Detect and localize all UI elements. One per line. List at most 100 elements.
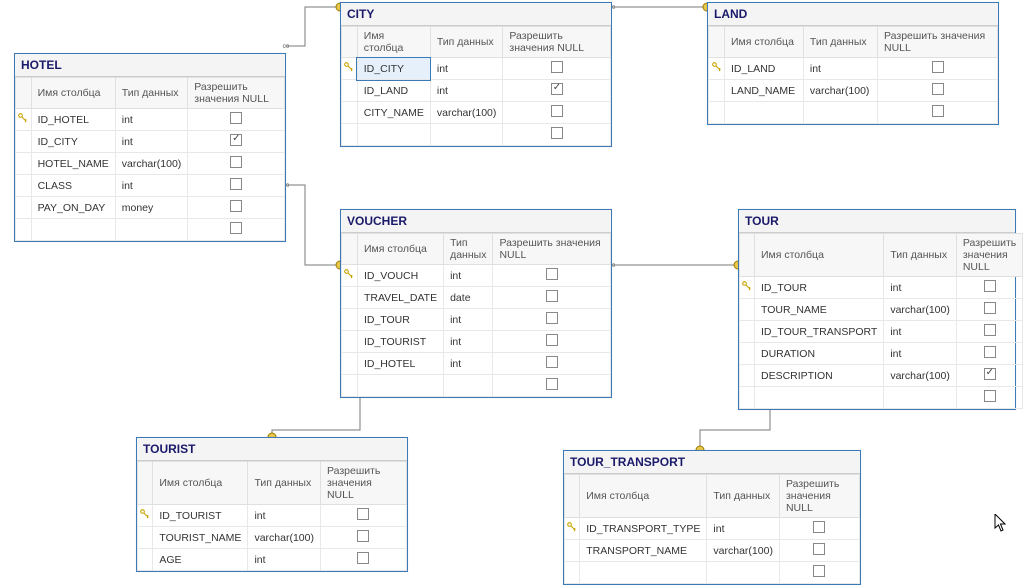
column-row[interactable]: TRANSPORT_NAMEvarchar(100)	[565, 540, 860, 562]
table-voucher[interactable]: VOUCHER Имя столбцаТип данныхРазрешить з…	[340, 209, 612, 398]
cell-datatype[interactable]	[430, 124, 503, 146]
table-tourist[interactable]: TOURIST Имя столбцаТип данныхРазрешить з…	[136, 437, 408, 572]
cell-datatype[interactable]: int	[248, 505, 321, 527]
cell-colname[interactable]: ID_TOUR_TRANSPORT	[755, 321, 884, 343]
cell-colname[interactable]: ID_TRANSPORT_TYPE	[580, 518, 707, 540]
cell-colname[interactable]: ID_CITY	[31, 131, 115, 153]
cell-datatype[interactable]: int	[444, 331, 493, 353]
cell-allownull[interactable]	[188, 219, 285, 241]
allow-null-checkbox[interactable]	[984, 280, 996, 292]
allow-null-checkbox[interactable]	[546, 268, 558, 280]
cell-allownull[interactable]	[956, 343, 1022, 365]
column-row[interactable]: ID_LANDint	[709, 58, 998, 80]
allow-null-checkbox[interactable]	[932, 83, 944, 95]
cell-colname[interactable]: ID_TOURIST	[153, 505, 248, 527]
cell-colname[interactable]: TOURIST_NAME	[153, 527, 248, 549]
allow-null-checkbox[interactable]	[357, 508, 369, 520]
cell-colname[interactable]	[357, 375, 443, 397]
cell-allownull[interactable]	[188, 175, 285, 197]
column-row[interactable]: ID_TOURint	[342, 309, 611, 331]
column-row[interactable]	[740, 387, 1023, 409]
allow-null-checkbox[interactable]	[551, 105, 563, 117]
cell-allownull[interactable]	[188, 109, 285, 131]
column-row[interactable]: ID_HOTELint	[16, 109, 285, 131]
cell-allownull[interactable]	[493, 375, 611, 397]
cell-datatype[interactable]: int	[115, 109, 188, 131]
cell-datatype[interactable]: varchar(100)	[884, 299, 957, 321]
allow-null-checkbox[interactable]	[546, 378, 558, 390]
allow-null-checkbox[interactable]	[546, 290, 558, 302]
column-row[interactable]: PAY_ON_DAYmoney	[16, 197, 285, 219]
cell-colname[interactable]: ID_TOUR	[755, 277, 884, 299]
cell-datatype[interactable]	[115, 219, 188, 241]
cell-datatype[interactable]: int	[444, 309, 493, 331]
cell-datatype[interactable]: int	[884, 277, 957, 299]
column-row[interactable]: ID_TOUR_TRANSPORTint	[740, 321, 1023, 343]
column-row[interactable]: ID_TRANSPORT_TYPEint	[565, 518, 860, 540]
allow-null-checkbox[interactable]	[813, 543, 825, 555]
cell-colname[interactable]	[725, 102, 804, 124]
cell-datatype[interactable]: int	[444, 353, 493, 375]
allow-null-checkbox[interactable]	[984, 346, 996, 358]
cell-allownull[interactable]	[188, 153, 285, 175]
cell-datatype[interactable]	[803, 102, 877, 124]
column-row[interactable]: ID_CITYint	[342, 58, 611, 80]
allow-null-checkbox[interactable]	[230, 178, 242, 190]
column-row[interactable]: ID_TOURISTint	[342, 331, 611, 353]
column-row[interactable]: ID_TOURint	[740, 277, 1023, 299]
cell-datatype[interactable]: varchar(100)	[115, 153, 188, 175]
cell-colname[interactable]: DESCRIPTION	[755, 365, 884, 387]
cell-colname[interactable]: LAND_NAME	[725, 80, 804, 102]
cell-allownull[interactable]	[878, 58, 998, 80]
cell-allownull[interactable]	[493, 331, 611, 353]
allow-null-checkbox[interactable]	[984, 368, 996, 380]
column-row[interactable]: ID_LANDint	[342, 80, 611, 102]
allow-null-checkbox[interactable]	[230, 200, 242, 212]
cell-datatype[interactable]: varchar(100)	[707, 540, 780, 562]
allow-null-checkbox[interactable]	[551, 127, 563, 139]
column-row[interactable]: TRAVEL_DATEdate	[342, 287, 611, 309]
cell-allownull[interactable]	[503, 102, 611, 124]
cell-colname[interactable]	[580, 562, 707, 584]
cell-allownull[interactable]	[779, 540, 859, 562]
cell-datatype[interactable]: varchar(100)	[884, 365, 957, 387]
cell-allownull[interactable]	[779, 518, 859, 540]
cell-allownull[interactable]	[779, 562, 859, 584]
cell-allownull[interactable]	[956, 321, 1022, 343]
allow-null-checkbox[interactable]	[813, 565, 825, 577]
column-row[interactable]: ID_VOUCHint	[342, 265, 611, 287]
column-row[interactable]: TOURIST_NAMEvarchar(100)	[138, 527, 407, 549]
cell-datatype[interactable]	[707, 562, 780, 584]
cell-datatype[interactable]	[884, 387, 957, 409]
cell-allownull[interactable]	[878, 80, 998, 102]
allow-null-checkbox[interactable]	[984, 390, 996, 402]
table-city[interactable]: CITY Имя столбцаТип данныхРазрешить знач…	[340, 2, 612, 147]
table-hotel[interactable]: HOTEL Имя столбцаТип данныхРазрешить зна…	[14, 53, 286, 242]
column-row[interactable]: ID_TOURISTint	[138, 505, 407, 527]
cell-datatype[interactable]: varchar(100)	[248, 527, 321, 549]
cell-allownull[interactable]	[493, 309, 611, 331]
column-row[interactable]: DESCRIPTIONvarchar(100)	[740, 365, 1023, 387]
cell-colname[interactable]: ID_TOURIST	[357, 331, 443, 353]
cell-colname[interactable]: CLASS	[31, 175, 115, 197]
table-tour[interactable]: TOUR Имя столбцаТип данныхРазрешить знач…	[738, 209, 1016, 410]
column-row[interactable]	[342, 375, 611, 397]
column-row[interactable]: CITY_NAMEvarchar(100)	[342, 102, 611, 124]
cell-colname[interactable]: ID_CITY	[357, 58, 430, 80]
cell-datatype[interactable]: varchar(100)	[430, 102, 503, 124]
cell-datatype[interactable]: int	[430, 58, 503, 80]
allow-null-checkbox[interactable]	[984, 324, 996, 336]
allow-null-checkbox[interactable]	[230, 222, 242, 234]
cell-allownull[interactable]	[320, 505, 406, 527]
cell-allownull[interactable]	[493, 353, 611, 375]
cell-datatype[interactable]: int	[884, 343, 957, 365]
allow-null-checkbox[interactable]	[932, 61, 944, 73]
cell-allownull[interactable]	[956, 277, 1022, 299]
cell-datatype[interactable]: int	[115, 175, 188, 197]
allow-null-checkbox[interactable]	[984, 302, 996, 314]
column-row[interactable]: HOTEL_NAMEvarchar(100)	[16, 153, 285, 175]
cell-datatype[interactable]: int	[115, 131, 188, 153]
cell-datatype[interactable]: int	[430, 80, 503, 102]
column-row[interactable]: ID_HOTELint	[342, 353, 611, 375]
cell-allownull[interactable]	[878, 102, 998, 124]
